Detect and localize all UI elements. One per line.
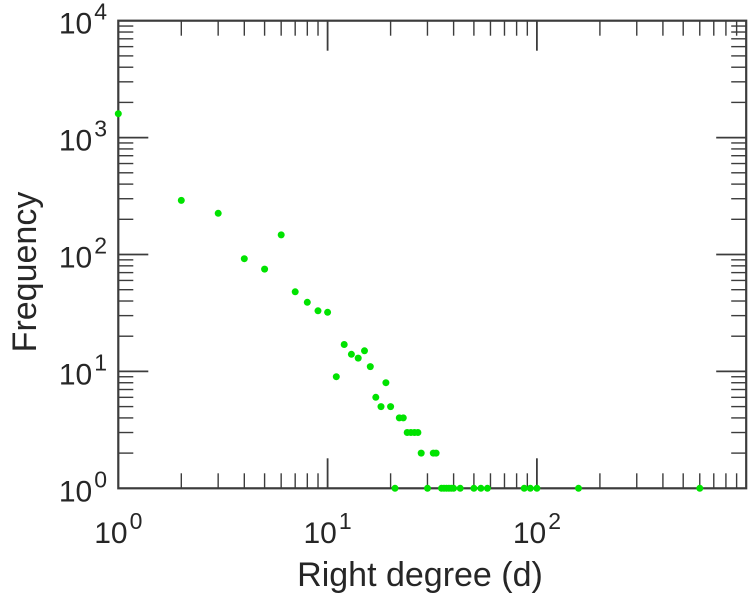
x-tick-label: 102 xyxy=(513,508,561,550)
data-point xyxy=(332,373,340,381)
y-axis-title: Frequency xyxy=(6,192,44,353)
data-point xyxy=(324,308,332,316)
data-point xyxy=(261,265,269,273)
data-point xyxy=(417,449,425,457)
data-point xyxy=(432,449,440,457)
y-tick-label: 102 xyxy=(59,233,107,275)
data-point xyxy=(520,484,528,492)
data-point xyxy=(382,379,390,387)
data-point xyxy=(575,484,582,492)
data-point xyxy=(240,255,248,263)
y-tick-label: 100 xyxy=(59,466,107,508)
plot-frame xyxy=(117,19,748,490)
data-point xyxy=(340,341,348,348)
y-tick-label: 101 xyxy=(59,349,107,391)
x-tick-label: 101 xyxy=(304,508,352,550)
y-tick-label: 104 xyxy=(59,0,107,41)
data-point xyxy=(696,484,704,492)
data-point xyxy=(177,196,185,204)
data-point xyxy=(399,414,407,422)
data-point xyxy=(477,484,485,492)
data-point xyxy=(214,209,222,217)
data-point xyxy=(483,484,491,492)
data-point xyxy=(354,354,362,362)
axis-ticks xyxy=(118,20,747,489)
tick-labels: 100 101 102 100 101 102 103 104 xyxy=(59,0,561,550)
data-point xyxy=(533,484,541,492)
x-tick-label: 100 xyxy=(94,508,142,550)
x-axis-title: Right degree (d) xyxy=(297,556,543,594)
data-point xyxy=(372,393,380,401)
data-point xyxy=(377,403,385,411)
data-point xyxy=(277,231,285,239)
data-point xyxy=(391,484,399,492)
data-point xyxy=(470,484,478,492)
y-tick-label: 103 xyxy=(59,116,107,158)
data-point xyxy=(347,350,355,358)
data-point xyxy=(424,484,431,492)
data-point xyxy=(114,110,122,118)
data-point xyxy=(526,484,534,492)
data-point xyxy=(450,484,458,492)
data-points xyxy=(114,110,704,492)
data-point xyxy=(303,298,311,306)
data-point xyxy=(387,403,395,411)
data-point xyxy=(291,288,299,296)
data-point xyxy=(361,347,368,355)
data-point xyxy=(314,307,322,315)
data-point xyxy=(366,363,374,371)
data-point xyxy=(414,429,422,436)
data-point xyxy=(456,484,464,492)
